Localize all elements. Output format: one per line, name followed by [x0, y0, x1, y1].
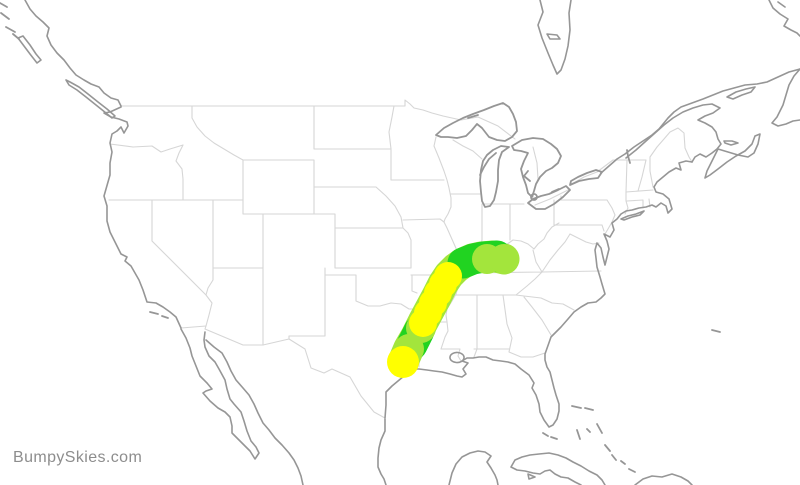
saginaw-bay — [523, 170, 531, 182]
lake-ontario — [569, 169, 603, 186]
labrador-coast — [768, 0, 800, 37]
baja-california — [180, 328, 260, 460]
hispaniola-north-coast — [634, 473, 693, 485]
anticosti-island — [726, 86, 756, 100]
green-bay — [479, 152, 497, 176]
bermuda — [711, 329, 721, 333]
newfoundland — [771, 68, 800, 127]
canada-coastline — [0, 0, 800, 179]
cuba — [510, 452, 606, 485]
lake-champlain — [626, 149, 631, 164]
gaspe-new-brunswick-coast — [625, 103, 722, 163]
channel-islands — [149, 311, 169, 319]
lake-erie — [527, 185, 571, 210]
bc-mainland-coast — [24, 0, 122, 107]
st-lawrence-north-shore — [600, 68, 800, 174]
bahamas — [571, 405, 636, 473]
mexico-gulf-coast — [377, 418, 387, 485]
gulf-of-california-east-shore — [205, 339, 304, 485]
prince-edward-island — [723, 140, 739, 146]
flight-route-layer — [387, 240, 520, 378]
long-point — [551, 188, 560, 193]
florida-keys — [542, 432, 558, 440]
long-island — [620, 210, 645, 221]
haida-gwaii — [17, 35, 42, 64]
isle-royale — [467, 114, 479, 119]
pacific-coast — [103, 106, 182, 329]
lake-michigan — [479, 145, 510, 208]
gulf-atlantic-coast — [384, 160, 693, 428]
great-lakes — [435, 102, 631, 210]
mexico-caribbean-coastline — [180, 328, 721, 485]
vancouver-island — [65, 79, 116, 119]
us-coastline — [103, 106, 693, 440]
lake-superior — [435, 102, 518, 142]
lake-pontchartrain — [449, 351, 465, 364]
lake-huron — [511, 137, 562, 198]
james-bay — [537, 0, 572, 75]
isle-of-youth — [527, 473, 536, 480]
watermark: BumpySkies.com — [13, 449, 143, 466]
akimiski-island — [546, 33, 561, 40]
alaska-panhandle-islands — [0, 2, 20, 40]
nova-scotia — [704, 133, 761, 179]
yucatan — [448, 450, 499, 485]
